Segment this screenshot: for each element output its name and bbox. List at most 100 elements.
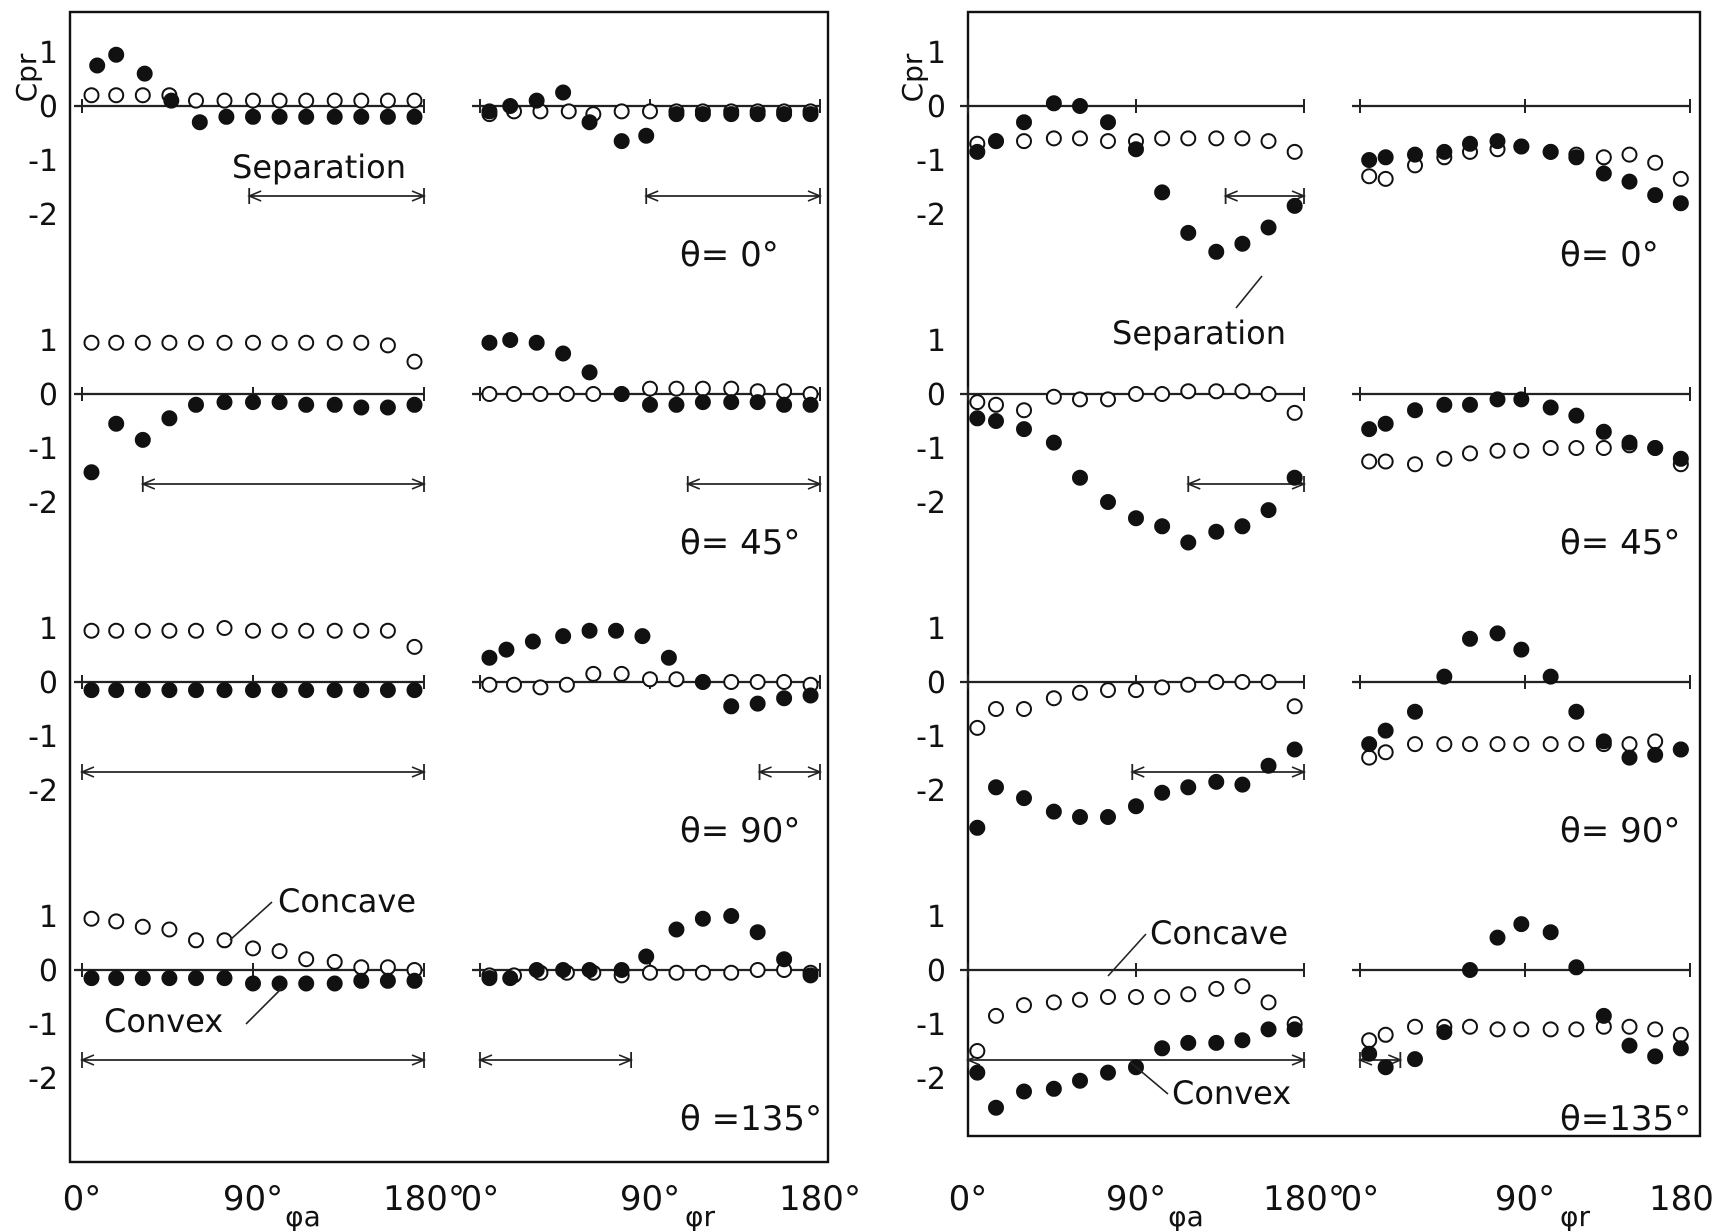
- concave-point-r: [668, 964, 685, 981]
- concave-point-r: [532, 386, 549, 402]
- convex-point-r: [1542, 399, 1559, 416]
- concave-point-r: [1672, 1026, 1689, 1043]
- convex-point-a: [134, 431, 151, 448]
- concave-point-r: [668, 380, 685, 397]
- convex-point-r: [581, 962, 598, 978]
- convex-point-a: [161, 682, 178, 699]
- concave-point-r: [1513, 1021, 1530, 1038]
- convex-point-r: [498, 641, 515, 658]
- concave-point-r: [1489, 1021, 1506, 1038]
- concave-point-a: [326, 334, 343, 351]
- concave-point-a: [1234, 130, 1251, 147]
- convex-point-r: [802, 396, 819, 413]
- separation-range-a-head: [411, 1054, 427, 1066]
- convex-point-r: [1647, 440, 1664, 456]
- concave-point-a: [379, 337, 396, 354]
- concave-point-r: [668, 671, 685, 688]
- convex-point-r: [502, 98, 519, 114]
- separation-range-r-head: [618, 1054, 634, 1066]
- y-tick-label: -2: [28, 198, 58, 233]
- convex-point-r: [802, 967, 819, 984]
- convex-point-a: [1154, 518, 1171, 535]
- concave-point-a: [1180, 383, 1197, 400]
- convex-point-a: [188, 396, 204, 413]
- concave-point-r: [560, 103, 577, 120]
- concave-point-a: [245, 92, 261, 109]
- convex-point-a: [969, 819, 986, 836]
- concave-point-a: [134, 87, 151, 104]
- convex-point-r: [1647, 1048, 1664, 1065]
- convex-point-r: [749, 924, 766, 941]
- convex-point-r: [1542, 924, 1559, 941]
- convex-point-a: [988, 133, 1004, 150]
- separation-range-a-head: [79, 1054, 95, 1066]
- concave-point-r: [642, 103, 658, 120]
- convex-point-a: [969, 410, 986, 427]
- convex-point-r: [555, 628, 572, 645]
- x-axis-label-r: φr: [685, 1200, 715, 1231]
- convex-point-r: [802, 687, 819, 704]
- convex-point-a: [83, 970, 100, 987]
- convex-point-a: [1072, 98, 1088, 114]
- convex-annotation: Convex: [1172, 1074, 1291, 1112]
- convex-point-r: [776, 690, 793, 707]
- convex-point-a: [988, 1099, 1004, 1116]
- convex-point-a: [1100, 809, 1116, 825]
- concave-point-a: [108, 334, 125, 351]
- convex-point-r: [1595, 423, 1612, 440]
- concave-point-r: [558, 386, 575, 402]
- concave-point-a: [1128, 682, 1144, 699]
- convex-point-a: [1016, 1083, 1032, 1100]
- concave-point-a: [353, 334, 370, 351]
- concave-point-a: [1045, 994, 1062, 1011]
- concave-point-a: [406, 92, 423, 109]
- convex-point-r: [1621, 434, 1638, 451]
- convex-point-a: [188, 970, 204, 987]
- convex-point-a: [1286, 469, 1303, 486]
- concave-point-a: [83, 910, 100, 927]
- concave-point-r: [642, 671, 658, 688]
- separation-range-a-head: [79, 766, 95, 778]
- convex-point-a: [1100, 494, 1116, 510]
- convex-point-r: [1489, 391, 1506, 408]
- convex-point-a: [1180, 1034, 1197, 1051]
- y-tick-label: 1: [927, 36, 946, 71]
- convex-point-r: [660, 649, 677, 666]
- concave-point-a: [1286, 404, 1303, 421]
- concave-point-a: [1128, 386, 1144, 402]
- convex-point-a: [406, 972, 423, 989]
- convex-point-r: [502, 970, 519, 987]
- y-tick-label: -1: [916, 720, 946, 755]
- convex-point-a: [1072, 469, 1088, 486]
- concave-point-r: [1647, 733, 1664, 750]
- concave-point-r: [1361, 168, 1378, 185]
- concave-point-a: [83, 334, 100, 351]
- convex-point-r: [1462, 396, 1478, 413]
- concave-point-a: [188, 92, 204, 109]
- concave-point-r: [723, 964, 740, 981]
- y-tick-label: 1: [39, 612, 58, 647]
- convex-point-a: [1286, 741, 1303, 758]
- x-axis-label-r: φr: [1560, 1200, 1590, 1231]
- convex-point-a: [161, 410, 178, 427]
- convex-point-r: [1407, 703, 1423, 720]
- convex-point-a: [83, 464, 100, 481]
- x-tick-label-a: 90°: [223, 1179, 283, 1219]
- convex-point-a: [353, 682, 370, 699]
- convex-point-a: [326, 975, 343, 992]
- convex-point-r: [694, 674, 711, 690]
- concave-point-a: [298, 334, 315, 351]
- panel-frame: [68, 10, 830, 1164]
- concave-point-r: [776, 674, 793, 690]
- concave-point-a: [406, 638, 423, 655]
- convex-point-r: [1361, 152, 1378, 168]
- convex-point-a: [1072, 1072, 1088, 1089]
- concave-point-r: [1462, 736, 1478, 753]
- convex-point-r: [642, 396, 658, 413]
- convex-point-a: [969, 1064, 986, 1081]
- y-tick-label: 0: [927, 90, 946, 125]
- convex-point-r: [1647, 187, 1664, 204]
- convex-point-a: [988, 413, 1004, 429]
